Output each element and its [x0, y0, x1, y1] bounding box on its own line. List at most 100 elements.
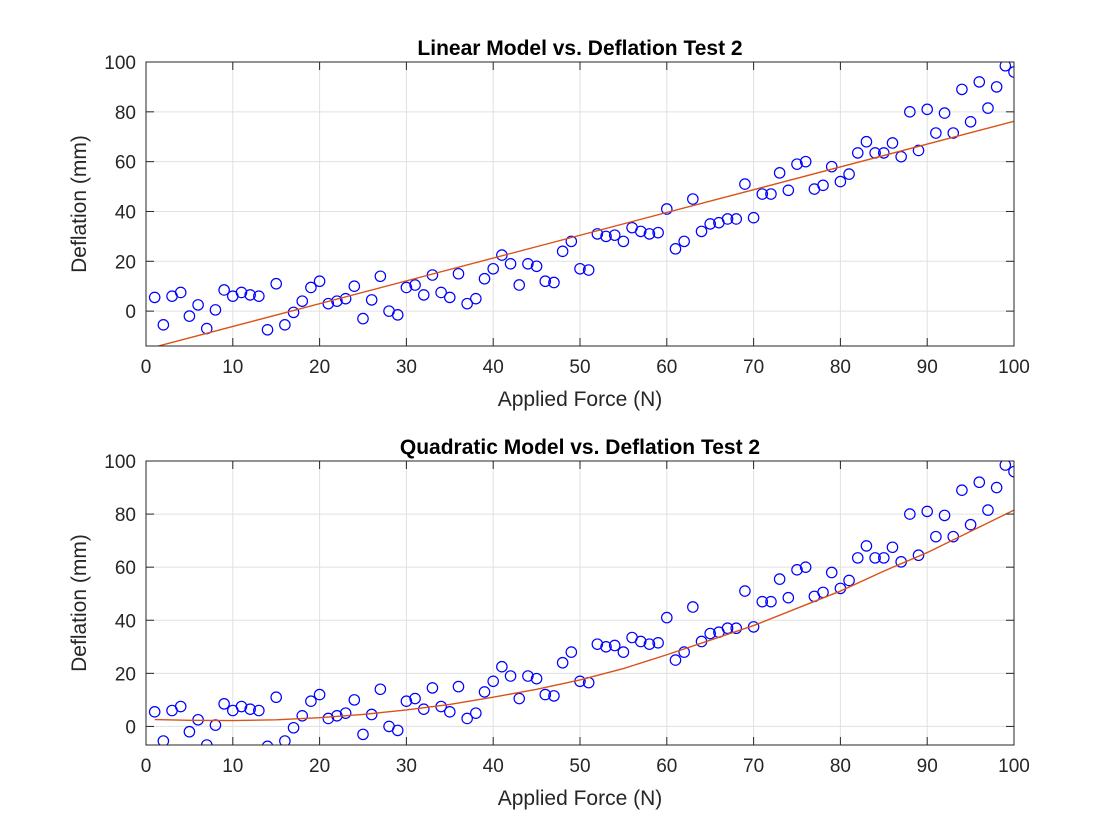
x-tick-label: 70: [743, 357, 764, 378]
x-tick-label: 50: [569, 756, 590, 777]
data-point: [400, 281, 413, 294]
data-point: [843, 574, 855, 587]
data-point: [938, 509, 951, 522]
data-point: [756, 188, 769, 200]
data-point: [669, 243, 682, 255]
data-point: [244, 289, 256, 301]
data-point: [634, 225, 647, 238]
data-point: [730, 622, 743, 635]
data-point: [417, 289, 430, 301]
x-axis-label: Applied Force (N): [498, 787, 663, 810]
data-point: [218, 284, 230, 296]
data-point: [478, 272, 491, 285]
data-point: [678, 646, 690, 658]
x-tick-label: 30: [396, 357, 417, 378]
data-point: [417, 703, 430, 715]
data-point: [782, 184, 795, 197]
x-tick-label: 90: [917, 357, 938, 378]
chart-title: Linear Model vs. Deflation Test 2: [417, 37, 742, 60]
data-point: [296, 710, 309, 722]
data-point: [157, 319, 170, 331]
x-axis-label: Applied Force (N): [498, 388, 663, 411]
subplot-1: 0 10 20 30 40 50 60 70 80 90 100 0 20 40 60 80 100 Linear…: [68, 37, 1030, 411]
data-point: [218, 698, 230, 710]
data-point: [235, 700, 248, 713]
data-point: [244, 703, 256, 715]
data-point: [687, 193, 699, 205]
data-point: [522, 257, 534, 270]
data-point: [947, 127, 960, 139]
data-point: [956, 484, 968, 496]
data-point: [973, 76, 986, 88]
data-point: [799, 561, 812, 573]
data-point: [357, 728, 369, 741]
x-tick-label: 60: [656, 357, 677, 378]
data-point: [930, 127, 942, 139]
data-point: [617, 646, 630, 658]
y-tick-label: 80: [115, 103, 136, 124]
data-point: [348, 280, 361, 293]
data-point: [322, 712, 335, 725]
data-point: [904, 106, 916, 118]
data-point: [174, 286, 187, 299]
data-point: [365, 294, 378, 306]
data-point: [261, 740, 274, 745]
data-point: [843, 168, 855, 180]
data-point: [261, 324, 274, 336]
data-point: [904, 508, 916, 520]
data-point: [183, 310, 196, 322]
x-tick-label: 40: [483, 756, 504, 777]
data-point: [313, 275, 326, 288]
data-point: [617, 235, 630, 248]
data-point: [739, 585, 751, 597]
data-point: [817, 179, 829, 192]
y-tick-label: 40: [115, 611, 136, 632]
data-point: [730, 213, 743, 225]
data-point: [148, 291, 161, 304]
data-point: [530, 260, 543, 273]
data-point: [582, 264, 595, 276]
data-point: [695, 225, 708, 238]
data-point: [409, 692, 421, 705]
chart-title: Quadratic Model vs. Deflation Test 2: [400, 436, 760, 459]
data-point: [461, 712, 473, 725]
x-tick-label: 0: [141, 756, 152, 777]
data-point: [930, 530, 942, 543]
data-point: [443, 706, 456, 718]
x-tick-label: 10: [222, 357, 243, 378]
data-point: [591, 228, 604, 240]
data-point: [982, 102, 994, 114]
data-point: [687, 601, 699, 613]
data-point: [565, 646, 578, 658]
data-point: [548, 690, 560, 702]
data-point: [287, 721, 300, 734]
data-point: [678, 235, 690, 248]
data-point: [253, 704, 265, 717]
data-point: [539, 275, 552, 288]
data-point: [747, 211, 760, 224]
data-point: [556, 656, 569, 669]
data-point: [270, 277, 282, 290]
data-point: [513, 279, 526, 291]
data-point: [478, 686, 491, 698]
data-point: [877, 552, 890, 564]
data-point: [305, 695, 317, 708]
y-tick-label: 40: [115, 202, 136, 223]
fit-line: [154, 509, 1014, 722]
data-point: [539, 688, 552, 701]
x-tick-label: 0: [141, 357, 152, 378]
data-point: [669, 654, 682, 666]
x-tick-label: 100: [998, 357, 1030, 378]
data-point: [357, 312, 369, 325]
data-point: [192, 299, 204, 311]
data-point: [834, 175, 847, 188]
data-point: [721, 622, 734, 635]
y-tick-label: 20: [115, 252, 136, 273]
data-point: [504, 257, 517, 270]
data-point: [322, 297, 335, 310]
data-point: [279, 319, 291, 331]
data-point: [956, 83, 968, 96]
data-point: [782, 591, 795, 604]
data-point: [487, 262, 499, 275]
data-point: [461, 297, 473, 310]
